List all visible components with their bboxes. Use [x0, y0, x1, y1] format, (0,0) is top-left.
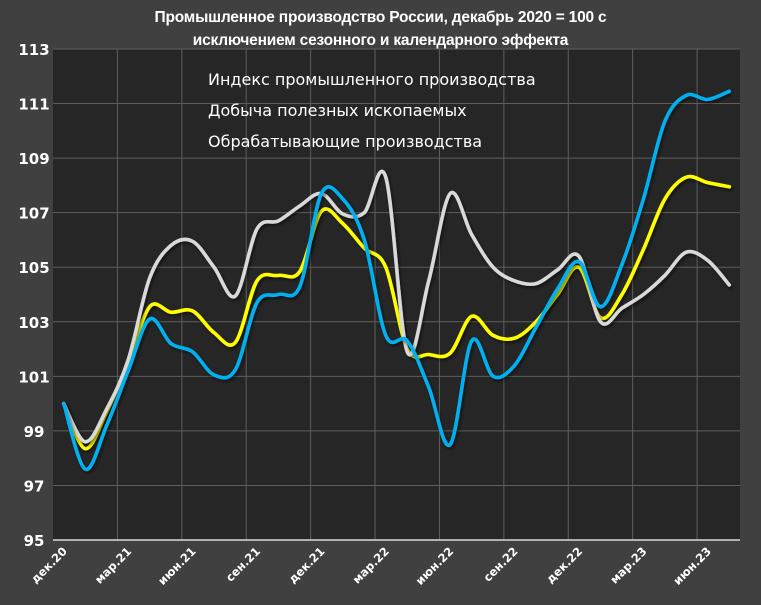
x-tick-label: мар.23 [607, 544, 649, 586]
y-tick-label: 99 [24, 423, 45, 441]
x-tick-label: мар.21 [92, 544, 134, 586]
x-tick-label: мар.22 [350, 544, 392, 586]
series-line-manufacturing [61, 89, 732, 471]
x-tick-label: июн.21 [155, 544, 199, 588]
y-tick-label: 97 [24, 477, 45, 495]
x-gridlines [53, 48, 740, 540]
x-tick-label: июн.23 [670, 544, 714, 588]
y-tick-label: 109 [18, 150, 49, 168]
legend-item-manufacturing: Обрабатывающие производства [181, 132, 482, 151]
y-tick-label: 111 [18, 96, 49, 114]
legend-item-industrial-production-index: Индекс промышленного производства [181, 70, 536, 89]
legend-label: Добыча полезных ископаемых [208, 101, 467, 120]
legend-label: Индекс промышленного производства [208, 70, 536, 89]
chart-title: Промышленное производство России, декабр… [0, 6, 761, 52]
x-tick-label: сен.21 [223, 544, 263, 584]
x-tick-label: дек.22 [543, 544, 585, 586]
x-tick-label: дек.20 [28, 544, 70, 586]
x-axis-tick-labels: дек.20 мар.21 июн.21 сен.21 дек.21 мар.22 июн.… [28, 544, 714, 588]
chart-title-line-1: Промышленное производство России, декабр… [154, 9, 607, 26]
series-line-industrial-production-index [61, 174, 732, 451]
y-tick-label: 107 [18, 205, 49, 223]
x-tick-label: июн.22 [413, 544, 457, 588]
y-tick-label: 95 [24, 532, 45, 550]
legend-item-mining: Добыча полезных ископаемых [181, 101, 467, 120]
legend: Индекс промышленного производства Добыча … [181, 70, 536, 151]
plot-area [53, 49, 740, 540]
legend-label: Обрабатывающие производства [208, 132, 482, 151]
x-tick-label: сен.22 [480, 544, 520, 584]
y-tick-label: 101 [18, 368, 49, 386]
series-line-mining [61, 169, 732, 444]
series-lines [61, 89, 732, 471]
x-tick-label: дек.21 [286, 544, 328, 586]
chart-title-line-2: исключением сезонного и календарного эфф… [192, 32, 569, 49]
y-tick-label: 105 [18, 259, 49, 277]
y-tick-label: 103 [18, 314, 49, 332]
y-gridlines [53, 48, 740, 486]
